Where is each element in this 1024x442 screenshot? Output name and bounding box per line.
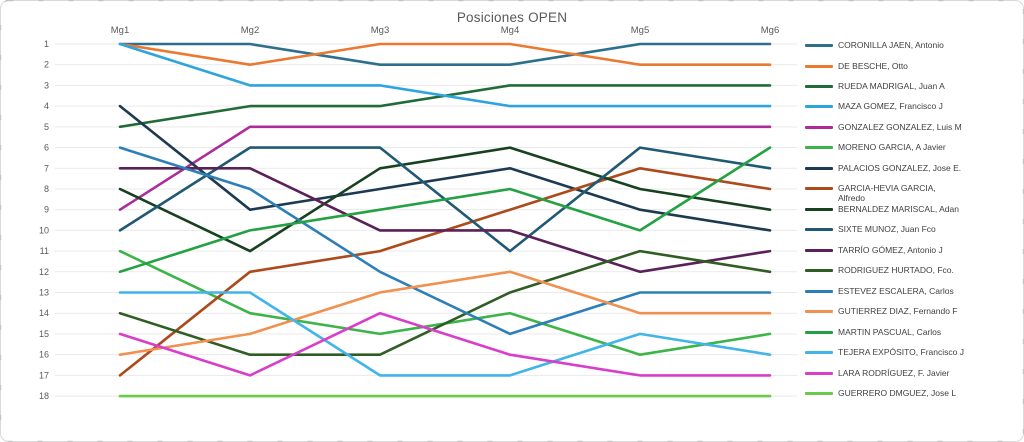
y-axis-label: 2	[44, 60, 49, 70]
y-axis-label: 18	[39, 391, 49, 401]
y-axis-label: 16	[39, 350, 49, 360]
y-axis-label: 8	[44, 184, 49, 194]
legend-item[interactable]: CORONILLA JAEN, Antonio	[805, 40, 944, 50]
x-axis-label: Mg1	[111, 25, 129, 36]
chart-title: Posiciones OPEN	[456, 10, 568, 25]
x-axis-label: Mg2	[241, 25, 259, 36]
y-axis-label: 11	[40, 246, 49, 256]
series-line-1[interactable]	[118, 42, 772, 66]
y-axis-label: 4	[44, 101, 49, 111]
y-axis-label: 6	[44, 143, 49, 153]
legend-swatch	[805, 289, 833, 293]
legend-swatch	[805, 44, 833, 47]
legend-swatch	[805, 146, 833, 150]
legend-label: GUERRERO DMGUEZ, Jose L	[838, 388, 957, 398]
y-axis-label: 15	[39, 329, 49, 339]
legend-item[interactable]: GUERRERO DMGUEZ, Jose L	[805, 388, 956, 398]
series-line-2[interactable]	[118, 42, 772, 66]
legend-swatch	[805, 371, 833, 375]
y-axis-label: 12	[39, 267, 49, 277]
legend-item[interactable]: GONZALEZ GONZALEZ, Luis M	[805, 122, 962, 132]
legend-label: GARCIA-HEVIA GARCIA, Alfredo	[838, 183, 936, 204]
x-axis-label: Mg4	[501, 25, 519, 36]
legend-item[interactable]: MORENO GARCIA, A Javier	[805, 142, 946, 152]
y-axis-label: 1	[44, 39, 49, 49]
legend-label: TARRÍO GÓMEZ, Antonio J	[838, 244, 943, 255]
legend-item[interactable]: TARRÍO GÓMEZ, Antonio J	[805, 245, 943, 255]
legend-label: GONZALEZ GONZALEZ, Luis M	[838, 121, 962, 132]
legend-item[interactable]: PALACIOS GONZALEZ, Jose E.	[805, 163, 961, 173]
y-axis-label: 7	[44, 163, 49, 173]
legend-swatch	[805, 228, 833, 232]
legend-item[interactable]: RODRIGUEZ HURTADO, Fco.	[805, 265, 954, 275]
legend-label: PALACIOS GONZALEZ, Jose E.	[838, 162, 962, 173]
series-line-7[interactable]	[118, 104, 772, 232]
x-axis-label: Mg3	[371, 25, 389, 36]
legend-swatch	[805, 269, 833, 273]
series-line-14[interactable]	[118, 270, 772, 357]
series-line-16[interactable]	[118, 291, 772, 377]
legend-item[interactable]: MARTIN PASCUAL, Carlos	[805, 327, 941, 337]
legend-swatch	[805, 84, 833, 88]
legend-swatch	[805, 351, 833, 354]
y-axis-label: 17	[39, 370, 49, 380]
y-axis-label: 13	[39, 288, 49, 298]
series-line-13[interactable]	[118, 146, 772, 336]
series-line-4[interactable]	[118, 42, 772, 108]
x-axis-label: Mg6	[761, 25, 779, 36]
legend-swatch	[805, 207, 833, 211]
legend-label: GUTIERREZ DIAZ, Fernando F	[838, 306, 958, 317]
legend-item[interactable]: GUTIERREZ DIAZ, Fernando F	[805, 306, 958, 316]
series-line-11[interactable]	[118, 167, 772, 274]
legend-swatch	[805, 392, 833, 395]
legend-swatch	[805, 310, 833, 314]
legend-swatch	[805, 105, 833, 109]
legend-label: BERNALDEZ MARISCAL, Adan	[838, 203, 959, 214]
legend-label: MAZA GOMEZ, Francisco J	[838, 101, 943, 112]
legend-swatch	[805, 125, 833, 129]
legend-item[interactable]: RUEDA MADRIGAL, Juan A	[805, 81, 945, 91]
legend-label: RUEDA MADRIGAL, Juan A	[838, 80, 945, 91]
series-line-12[interactable]	[118, 249, 772, 357]
legend-item[interactable]: LARA RODRÍGUEZ, F. Javier	[805, 368, 949, 378]
y-axis-label: 9	[44, 205, 49, 215]
legend-label: ESTEVEZ ESCALERA, Carlos	[838, 285, 954, 296]
legend-item[interactable]: MAZA GOMEZ, Francisco J	[805, 101, 943, 111]
y-axis-label: 5	[44, 122, 49, 132]
y-axis-label: 3	[44, 80, 49, 90]
series-line-9[interactable]	[118, 146, 772, 253]
y-axis-label: 14	[39, 308, 49, 318]
legend-item[interactable]: BERNALDEZ MARISCAL, Adan	[805, 204, 959, 214]
legend-swatch	[805, 166, 833, 170]
legend-label: MARTIN PASCUAL, Carlos	[838, 326, 942, 337]
y-axis-label: 10	[39, 225, 49, 235]
legend-item[interactable]: TEJERA EXPÓSITO, Francisco J	[805, 347, 964, 357]
series-line-17[interactable]	[118, 311, 772, 377]
legend-label: SIXTE MUNOZ, Juan Fco	[838, 224, 936, 235]
legend-label: LARA RODRÍGUEZ, F. Javier	[838, 367, 950, 378]
legend-item[interactable]: DE BESCHE, Otto	[805, 61, 908, 71]
legend-label: CORONILLA JAEN, Antonio	[838, 40, 944, 50]
legend-item[interactable]: GARCIA-HEVIA GARCIA, Alfredo	[805, 183, 936, 203]
legend-swatch	[805, 248, 833, 252]
x-axis-label: Mg5	[631, 25, 649, 36]
legend-item[interactable]: ESTEVEZ ESCALERA, Carlos	[805, 286, 954, 296]
legend-item[interactable]: SIXTE MUNOZ, Juan Fco	[805, 224, 936, 234]
legend-label: DE BESCHE, Otto	[838, 60, 908, 71]
legend-swatch	[805, 64, 833, 68]
legend-swatch	[805, 187, 833, 191]
legend-label: RODRIGUEZ HURTADO, Fco.	[838, 265, 954, 276]
legend-swatch	[805, 330, 833, 334]
legend-label: TEJERA EXPÓSITO, Francisco J	[838, 347, 964, 357]
legend-label: MORENO GARCIA, A Javier	[838, 142, 946, 153]
series-line-5[interactable]	[118, 125, 772, 211]
series-line-15[interactable]	[118, 146, 772, 274]
